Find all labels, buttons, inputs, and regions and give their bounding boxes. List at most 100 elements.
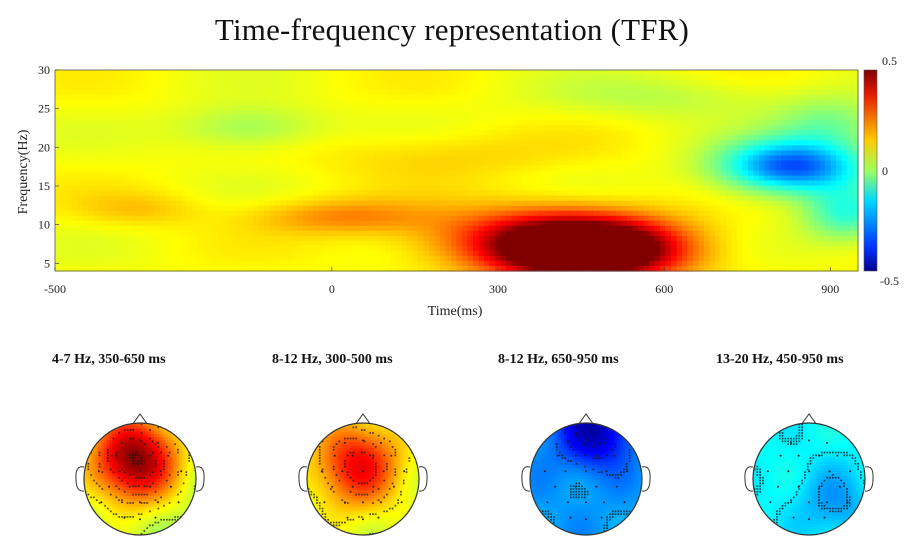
- heatmap-cell: [77, 200, 84, 207]
- heatmap-cell: [203, 220, 210, 227]
- heatmap-cell: [66, 235, 73, 242]
- heatmap-cell: [313, 265, 320, 272]
- heatmap-cell: [500, 220, 507, 227]
- heatmap-cell: [198, 95, 205, 101]
- heatmap-cell: [352, 190, 359, 197]
- heatmap-cell: [649, 200, 656, 207]
- heatmap-cell: [154, 255, 161, 262]
- heatmap-cell: [154, 210, 161, 217]
- heatmap-cell: [264, 190, 271, 197]
- heatmap-cell: [462, 125, 469, 131]
- heatmap-cell: [176, 150, 183, 157]
- heatmap-cell: [225, 100, 232, 106]
- heatmap-cell: [550, 145, 557, 152]
- heatmap-cell: [253, 135, 260, 141]
- heatmap-cell: [440, 175, 447, 182]
- heatmap-cell: [110, 220, 117, 227]
- heatmap-cell: [143, 170, 150, 177]
- heatmap-cell: [143, 120, 150, 126]
- heatmap-cell: [236, 165, 243, 172]
- heatmap-cell: [671, 100, 678, 106]
- heatmap-cell: [346, 255, 353, 262]
- heatmap-cell: [159, 85, 166, 91]
- heatmap-cell: [280, 175, 287, 182]
- heatmap-cell: [544, 140, 551, 146]
- heatmap-cell: [297, 120, 304, 126]
- heatmap-cell: [616, 170, 623, 177]
- heatmap-cell: [71, 100, 78, 106]
- heatmap-cell: [715, 235, 722, 242]
- heatmap-cell: [610, 180, 617, 187]
- heatmap-cell: [132, 240, 139, 247]
- heatmap-cell: [676, 95, 683, 101]
- heatmap-cell: [588, 135, 595, 141]
- heatmap-cell: [484, 170, 491, 177]
- heatmap-cell: [704, 165, 711, 172]
- heatmap-cell: [698, 120, 705, 126]
- heatmap-cell: [198, 85, 205, 91]
- heatmap-cell: [522, 195, 529, 202]
- heatmap-cell: [363, 215, 370, 222]
- heatmap-cell: [566, 230, 573, 237]
- heatmap-cell: [583, 85, 590, 91]
- heatmap-cell: [275, 260, 282, 267]
- heatmap-cell: [467, 210, 474, 217]
- heatmap-cell: [396, 150, 403, 157]
- heatmap-cell: [55, 230, 62, 237]
- heatmap-cell: [60, 250, 67, 257]
- heatmap-cell: [291, 120, 298, 126]
- heatmap-cell: [126, 130, 133, 136]
- heatmap-cell: [291, 180, 298, 187]
- heatmap-cell: [121, 175, 128, 182]
- heatmap-cell: [291, 125, 298, 131]
- heatmap-cell: [132, 190, 139, 197]
- heatmap-cell: [594, 230, 601, 237]
- heatmap-cell: [462, 220, 469, 227]
- heatmap-cell: [275, 100, 282, 106]
- heatmap-cell: [363, 85, 370, 91]
- heatmap-cell: [374, 225, 381, 232]
- heatmap-cell: [599, 130, 606, 136]
- heatmap-cell: [709, 150, 716, 157]
- heatmap-cell: [407, 225, 414, 232]
- heatmap-cell: [313, 165, 320, 172]
- heatmap-cell: [561, 85, 568, 91]
- heatmap-cell: [363, 195, 370, 202]
- heatmap-cell: [693, 175, 700, 182]
- heatmap-cell: [682, 120, 689, 126]
- heatmap-cell: [506, 75, 513, 81]
- heatmap-cell: [418, 205, 425, 212]
- heatmap-cell: [137, 130, 144, 136]
- heatmap-cell: [577, 115, 584, 121]
- heatmap-cell: [407, 145, 414, 152]
- heatmap-cell: [423, 130, 430, 136]
- heatmap-cell: [544, 195, 551, 202]
- heatmap-cell: [280, 230, 287, 237]
- heatmap-cell: [616, 85, 623, 91]
- heatmap-cell: [126, 115, 133, 121]
- heatmap-cell: [242, 135, 249, 141]
- heatmap-cell: [429, 205, 436, 212]
- heatmap-cell: [253, 140, 260, 146]
- heatmap-cell: [280, 120, 287, 126]
- heatmap-cell: [429, 255, 436, 262]
- heatmap-cell: [737, 140, 744, 146]
- heatmap-cell: [324, 145, 331, 152]
- heatmap-cell: [605, 130, 612, 136]
- heatmap-cell: [319, 115, 326, 121]
- heatmap-cell: [143, 245, 150, 252]
- heatmap-cell: [352, 255, 359, 262]
- heatmap-cell: [220, 80, 227, 86]
- heatmap-cell: [583, 265, 590, 272]
- heatmap-cell: [423, 120, 430, 126]
- heatmap-cell: [660, 140, 667, 146]
- heatmap-cell: [110, 165, 117, 172]
- heatmap-cell: [104, 165, 111, 172]
- heatmap-cell: [313, 255, 320, 262]
- heatmap-cell: [242, 200, 249, 207]
- heatmap-cell: [302, 220, 309, 227]
- heatmap-cell: [385, 125, 392, 131]
- heatmap-cell: [462, 110, 469, 116]
- heatmap-cell: [709, 120, 716, 126]
- heatmap-cell: [93, 200, 100, 207]
